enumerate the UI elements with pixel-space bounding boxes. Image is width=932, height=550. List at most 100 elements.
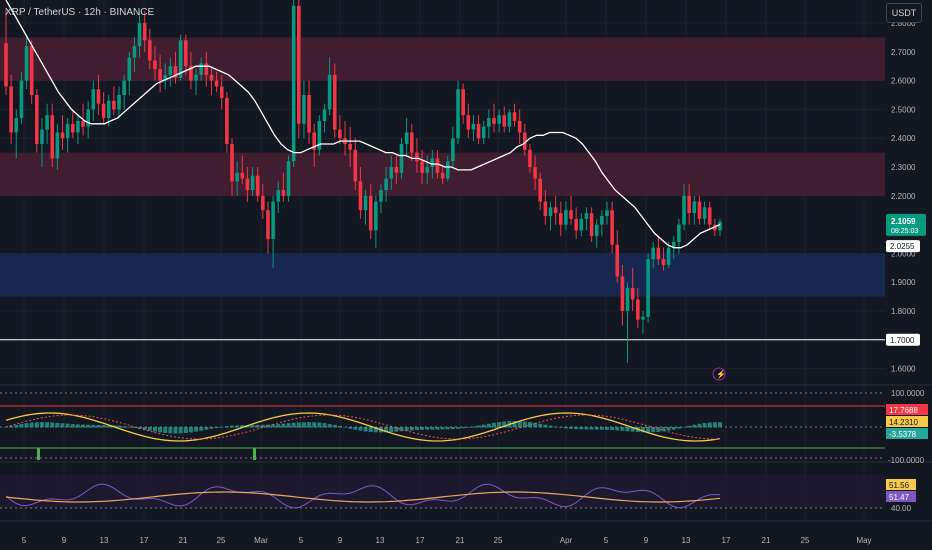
candle-body <box>9 86 13 133</box>
candle-body <box>379 190 383 202</box>
osc-histogram-bar <box>491 422 496 428</box>
candle-body <box>137 23 142 47</box>
candle-body <box>487 118 491 127</box>
osc-histogram-bar <box>307 422 312 428</box>
candle-body <box>507 112 512 127</box>
osc-signal-marker <box>253 448 256 460</box>
candle-body <box>594 224 599 237</box>
candle-body <box>409 132 414 153</box>
osc-histogram-bar <box>563 427 568 429</box>
osc-histogram-bar <box>682 426 687 428</box>
osc-histogram-bar <box>214 427 219 429</box>
osc-histogram-bar <box>461 427 466 429</box>
osc-histogram-bar <box>389 427 394 433</box>
candle-body <box>641 316 645 320</box>
osc-signal-badge <box>886 416 928 427</box>
candle-body <box>302 95 306 124</box>
osc-histogram-bar <box>630 427 635 432</box>
candle-body <box>338 129 342 139</box>
osc-histogram-bar <box>173 427 178 434</box>
osc-histogram-bar <box>661 427 666 432</box>
candle-body <box>281 190 286 196</box>
osc-histogram-bar <box>168 427 173 434</box>
candle-body <box>538 178 543 202</box>
osc-histogram-bar <box>476 425 481 428</box>
osc-histogram-bar <box>676 427 681 429</box>
osc-histogram-bar <box>276 424 281 428</box>
osc-histogram-bar <box>697 423 702 428</box>
osc-histogram-bar <box>260 424 265 428</box>
candle-body <box>250 175 255 191</box>
osc-histogram-bar <box>296 422 301 428</box>
candle-body <box>389 167 394 179</box>
candle-body <box>646 259 650 317</box>
candle-body <box>445 161 450 179</box>
price-tick-label: 2.5000 <box>891 105 916 114</box>
candle-body <box>91 89 96 110</box>
candle-body <box>70 123 75 133</box>
candle-body <box>348 143 352 150</box>
candle-body <box>276 190 281 202</box>
osc-histogram-bar <box>420 427 425 430</box>
x-tick-label: 13 <box>376 536 385 545</box>
candle-body <box>312 132 317 150</box>
osc-signal-marker <box>37 448 40 460</box>
x-tick-label: 17 <box>722 536 731 545</box>
candle-body <box>168 66 173 75</box>
price-tick-label: 1.6000 <box>891 365 916 374</box>
candle-body <box>332 74 337 130</box>
candle-body <box>204 63 209 75</box>
osc-histogram-bar <box>19 423 24 428</box>
x-tick-label: Mar <box>254 536 268 545</box>
osc-histogram-bar <box>512 421 517 428</box>
current-price-badge <box>886 213 926 236</box>
current-price-label: 2.1059 <box>891 217 916 226</box>
currency-button[interactable]: USDT <box>886 3 922 23</box>
candle-body <box>255 175 260 196</box>
candle-body <box>569 210 573 219</box>
osc-histogram-bar <box>281 423 286 428</box>
osc-histogram-bar <box>538 423 543 428</box>
candle-body <box>81 120 85 127</box>
osc-histogram-bar <box>271 424 276 428</box>
candle-body <box>271 201 275 240</box>
x-tick-label: 5 <box>22 536 27 545</box>
ma-price-label: 2.0255 <box>890 242 915 251</box>
osc-histogram-bar <box>707 422 712 428</box>
price-tick-label: 2.2000 <box>891 192 916 201</box>
osc-histogram-bar <box>106 425 111 428</box>
candle-body <box>65 123 70 139</box>
rsi-ma-badge <box>886 491 916 502</box>
candle-body <box>564 210 568 225</box>
candle-body <box>45 115 49 130</box>
osc-histogram-bar <box>75 424 80 428</box>
symbol-title: XRP / TetherUS · 12h · BINANCE <box>5 7 155 18</box>
candle-body <box>476 123 481 139</box>
candle-body <box>60 132 65 139</box>
candle-body <box>707 207 712 225</box>
osc-tick-label: -100.0000 <box>888 456 925 465</box>
price-tick-label: 2.4000 <box>891 134 916 143</box>
candle-body <box>29 46 34 96</box>
candle-body <box>661 259 666 265</box>
x-tick-label: 13 <box>682 536 691 545</box>
osc-histogram-bar <box>230 425 235 428</box>
osc-histogram-bar <box>404 427 409 431</box>
price-tick-label: 2.8000 <box>891 19 916 28</box>
candle-body <box>682 195 686 225</box>
countdown-label: 08:25:03 <box>891 228 918 235</box>
candle-body <box>225 97 229 144</box>
candle-body <box>153 60 157 70</box>
osc-histogram-bar <box>183 427 188 433</box>
osc-fast-line <box>5 412 721 442</box>
osc-histogram-bar <box>240 425 245 428</box>
candle-body <box>533 167 537 179</box>
osc-histogram-bar <box>60 423 65 428</box>
candle-body <box>19 80 24 119</box>
candle-body <box>656 247 661 260</box>
candle-body <box>230 143 234 182</box>
candle-body <box>132 46 137 58</box>
rsi-ma-label: 51.47 <box>889 493 910 502</box>
candle-body <box>636 299 640 320</box>
